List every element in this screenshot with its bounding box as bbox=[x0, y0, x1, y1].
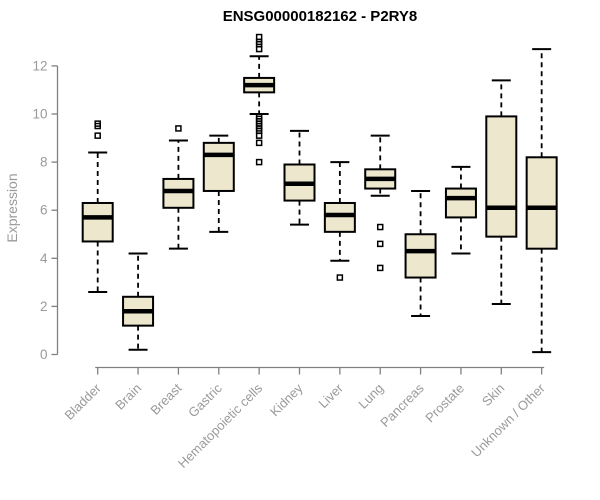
outlier-point bbox=[255, 158, 263, 166]
iqr-box bbox=[162, 177, 195, 209]
y-tick-label: 4 bbox=[40, 251, 48, 266]
x-tick-label: Brain bbox=[112, 381, 144, 413]
x-tick-label: Breast bbox=[147, 380, 184, 417]
iqr-box bbox=[404, 233, 437, 279]
y-tick-label: 0 bbox=[40, 347, 48, 362]
box-skin bbox=[485, 79, 518, 305]
x-tick-label: Prostate bbox=[422, 381, 467, 426]
iqr-box bbox=[81, 201, 114, 243]
outlier-point bbox=[94, 132, 101, 139]
outlier-point bbox=[255, 45, 263, 53]
y-tick-label: 8 bbox=[40, 155, 48, 170]
box-brain bbox=[122, 252, 155, 351]
outlier-point bbox=[255, 132, 263, 139]
y-tick-label: 10 bbox=[32, 107, 47, 122]
outlier-point bbox=[376, 223, 384, 231]
x-tick-label: Gastric bbox=[185, 380, 225, 420]
box-gastric bbox=[202, 134, 235, 233]
x-tick-label: Bladder bbox=[62, 380, 105, 423]
iqr-box bbox=[444, 187, 477, 219]
chart-title: ENSG00000182162 - P2RY8 bbox=[223, 8, 418, 25]
y-tick-label: 6 bbox=[40, 203, 48, 218]
box-prostate bbox=[444, 165, 477, 255]
outlier-point bbox=[376, 264, 384, 272]
iqr-box bbox=[323, 201, 356, 233]
outlier-point bbox=[175, 125, 182, 132]
x-tick-label: Unknown / Other bbox=[468, 380, 548, 460]
x-tick-label: Skin bbox=[479, 381, 507, 409]
box-series bbox=[81, 33, 558, 354]
box-kidney bbox=[283, 129, 316, 226]
box-unknown-other bbox=[525, 48, 558, 354]
box-hematopoietic-cells bbox=[243, 33, 276, 166]
y-tick-label: 12 bbox=[32, 58, 47, 73]
x-tick-label: Liver bbox=[315, 380, 346, 411]
x-tick-label: Pancreas bbox=[377, 380, 427, 430]
outlier-point bbox=[336, 274, 344, 281]
iqr-box bbox=[485, 115, 518, 238]
box-breast bbox=[162, 125, 195, 250]
box-liver bbox=[323, 161, 356, 281]
y-axis-label: Expression bbox=[4, 173, 20, 242]
y-tick-label: 2 bbox=[40, 299, 48, 314]
box-lung bbox=[364, 134, 397, 272]
outlier-point bbox=[255, 139, 263, 147]
x-tick-label: Kidney bbox=[267, 380, 306, 419]
box-bladder bbox=[81, 120, 114, 293]
iqr-box bbox=[202, 141, 235, 192]
outlier-point bbox=[94, 120, 101, 127]
iqr-box bbox=[525, 156, 558, 250]
box-pancreas bbox=[404, 189, 437, 318]
outlier-point bbox=[376, 240, 384, 248]
x-tick-label: Lung bbox=[355, 381, 386, 412]
